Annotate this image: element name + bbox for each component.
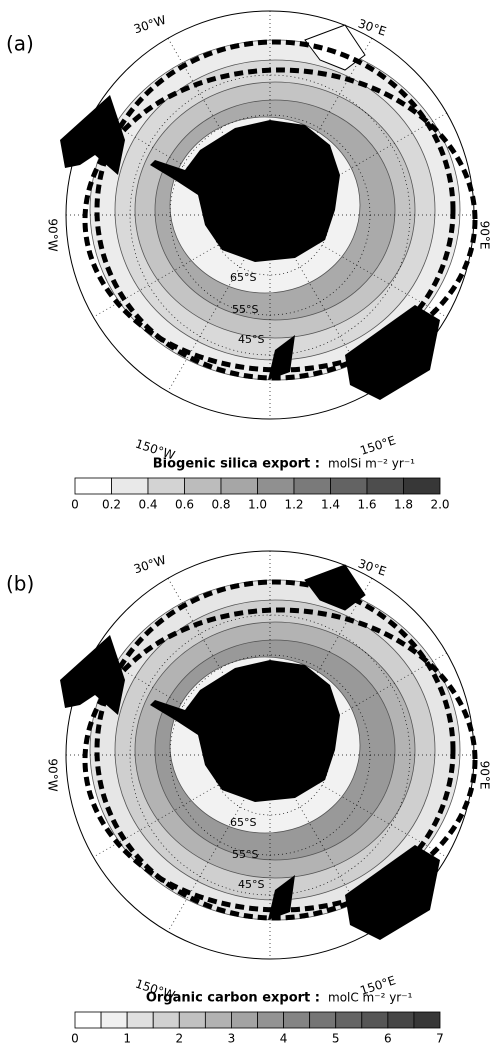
colorbar-tick-label: 0 [71, 1032, 79, 1043]
colorbar-box [404, 478, 441, 494]
colorbar-tick-label: 5 [332, 1032, 340, 1043]
colorbar-box [101, 1012, 127, 1028]
colorbar-tick-label: 0.8 [211, 498, 230, 512]
panel-label: (b) [6, 572, 34, 596]
colorbar-box [367, 478, 404, 494]
colorbar-tick-label: 0 [71, 498, 79, 512]
colorbar-box [258, 478, 295, 494]
longitude-label: 30°W [132, 13, 168, 37]
colorbar-tick-label: 0.2 [102, 498, 121, 512]
colorbar-tick-label: 1.6 [357, 498, 376, 512]
colorbar-box [284, 1012, 310, 1028]
colorbar-tick-label: 1.4 [321, 498, 340, 512]
longitude-label: 150°E [358, 433, 397, 458]
colorbar-tick-label: 0.4 [138, 498, 157, 512]
colorbar-box [112, 478, 149, 494]
colorbar-box [205, 1012, 231, 1028]
colorbar-box [75, 478, 112, 494]
colorbar-box [153, 1012, 179, 1028]
colorbar-unit: molSi m⁻² yr⁻¹ [328, 457, 415, 471]
latitude-label: 55°S [232, 848, 258, 861]
colorbar-tick-label: 2 [175, 1032, 183, 1043]
longitude-label: 90°E [478, 221, 490, 250]
longitude-label: 90°W [46, 758, 60, 791]
colorbar-box [127, 1012, 153, 1028]
colorbar-box [414, 1012, 440, 1028]
colorbar-tick-label: 0.6 [175, 498, 194, 512]
longitude-label: 30°W [132, 553, 168, 577]
colorbar-box [221, 478, 258, 494]
latitude-label: 45°S [238, 878, 264, 891]
longitude-label: 90°E [478, 761, 490, 790]
colorbar-title: Biogenic silica export : [153, 457, 320, 472]
colorbar-tick-label: 2.0 [430, 498, 449, 512]
latitude-label: 45°S [238, 333, 264, 346]
colorbar-tick-label: 3 [228, 1032, 236, 1043]
panel-label: (a) [6, 32, 34, 56]
latitude-label: 65°S [230, 271, 256, 284]
latitude-label: 65°S [230, 816, 256, 829]
colorbar-tick-label: 1.8 [394, 498, 413, 512]
colorbar-box [336, 1012, 362, 1028]
colorbar-tick-label: 7 [436, 1032, 444, 1043]
colorbar-box [388, 1012, 414, 1028]
colorbar-title: Organic carbon export : [146, 991, 320, 1006]
colorbar-box [75, 1012, 101, 1028]
colorbar-box [362, 1012, 388, 1028]
figure: (a)30°W30°E90°W90°E150°W150°E65°S55°S45°… [0, 0, 490, 1043]
colorbar-tick-label: 1.0 [248, 498, 267, 512]
colorbar-tick-label: 6 [384, 1032, 392, 1043]
colorbar-tick-label: 1 [123, 1032, 131, 1043]
colorbar-box [231, 1012, 257, 1028]
colorbar-box [179, 1012, 205, 1028]
colorbar-box [294, 478, 331, 494]
colorbar-box [331, 478, 368, 494]
colorbar-box [148, 478, 185, 494]
colorbar-box [185, 478, 222, 494]
colorbar-tick-label: 1.2 [284, 498, 303, 512]
latitude-label: 55°S [232, 303, 258, 316]
colorbar-box [258, 1012, 284, 1028]
colorbar-unit: molC m⁻² yr⁻¹ [328, 991, 413, 1005]
colorbar-tick-label: 4 [280, 1032, 288, 1043]
longitude-label: 90°W [46, 218, 60, 251]
colorbar-box [310, 1012, 336, 1028]
